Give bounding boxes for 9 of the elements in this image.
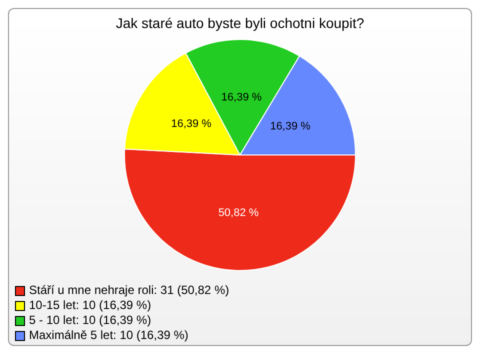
data-label: 16,39 % [171,118,212,130]
data-label: 16,39 % [270,120,311,133]
legend-label: 10-15 let: 10 (16,39 %) [29,298,152,313]
slice-label: Stáří u mne nehraje roli: 31 (50,82 %) [29,283,230,298]
data-label: 50,82 % [218,206,259,219]
legend-label: Maximálně 5 let: 10 (16,39 %) [29,328,188,343]
data-label: 16,39 % [221,91,262,104]
legend-label: 5 - 10 let: 10 (16,39 %) [29,313,152,328]
chart-title: Jak staré auto byste byli ochotni koupit? [114,15,366,31]
